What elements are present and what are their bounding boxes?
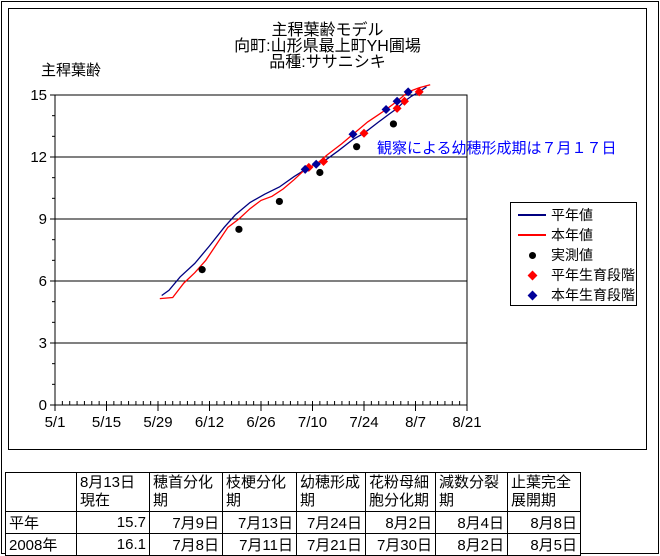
legend-swatch-shape xyxy=(518,214,546,216)
table-header-row: 8月13日 現在 穂首分化 期枝梗分化 期幼穂形成 期花粉母細 胞分化期 減数分裂 … xyxy=(5,472,581,512)
legend-label: 実測値 xyxy=(551,247,593,263)
table-cell: 7月13日 xyxy=(222,511,297,534)
table-cell: 7月30日 xyxy=(365,533,436,556)
legend-diamond-icon xyxy=(517,290,547,300)
measured-point xyxy=(353,143,361,151)
legend-line-swatch xyxy=(517,234,547,236)
x-tick-label: 5/1 xyxy=(45,414,66,431)
this-year-stage-point xyxy=(392,96,402,106)
legend-label: 平年値 xyxy=(551,207,593,223)
leaf-age-chart: 0 3 6 9 12 15 5/1 5/15 5/29 6/12 6/26 7/10 7/24 8/7 8/… xyxy=(8,8,647,450)
table-cell: 8月2日 xyxy=(365,511,436,534)
legend-label: 本年生育段階 xyxy=(551,287,635,303)
legend-item-normal-year-line: 平年値 xyxy=(517,205,634,225)
this-year-stage-point xyxy=(348,129,358,139)
this-year-stage-point xyxy=(403,87,413,97)
chart-plot-area: 0 3 6 9 12 15 5/1 5/15 5/29 6/12 6/26 7/10 7/24 8/7 8/… xyxy=(30,84,482,431)
table-cell: 7月9日 xyxy=(149,511,223,534)
x-tick-label: 8/7 xyxy=(405,414,426,431)
normal-stage-point xyxy=(392,103,402,113)
table-row-label: 2008年 xyxy=(5,533,77,556)
table-row-label: 平年 xyxy=(5,511,77,534)
y-tick-label: 3 xyxy=(39,335,47,352)
table-cell: 8月4日 xyxy=(435,511,508,534)
table-header-cell: 減数分裂 期 xyxy=(435,472,508,512)
x-tick-label: 7/24 xyxy=(349,414,378,431)
this-year-stage-point xyxy=(300,164,310,174)
table-row: 2008年 16.1 7月8日 7月11日 7月21日 7月30日 8月2日 8月5日 xyxy=(5,533,581,556)
y-axis-label: 主稈葉齢 xyxy=(41,62,102,79)
normal-stage-point xyxy=(414,87,424,97)
legend-diamond-icon xyxy=(517,270,547,280)
chart-legend: 平年値本年値実測値平年生育段階 本年生育段階 xyxy=(510,202,637,306)
legend-item-this-year-line: 本年値 xyxy=(517,225,634,245)
this-year-stage-point xyxy=(311,159,321,169)
table-cell: 7月8日 xyxy=(149,533,223,556)
table-cell: 15.7 xyxy=(76,511,150,534)
y-tick-label: 0 xyxy=(39,397,47,414)
table-cell: 8月8日 xyxy=(507,511,581,534)
legend-swatch-shape xyxy=(527,270,537,280)
chart-subtitle-location: 向町:山形県最上町YH圃場 xyxy=(234,38,421,55)
growth-stage-table: 8月13日 現在 穂首分化 期枝梗分化 期幼穂形成 期花粉母細 胞分化期 減数分裂 … xyxy=(5,472,581,556)
table-header-cell: 8月13日 現在 xyxy=(76,472,150,512)
measured-point xyxy=(235,225,243,233)
x-tick-label: 6/12 xyxy=(195,414,224,431)
table-header-cell: 枝梗分化 期 xyxy=(222,472,297,512)
legend-swatch-shape xyxy=(527,290,537,300)
table-cell: 7月24日 xyxy=(296,511,366,534)
chart-title: 主稈葉齢モデル xyxy=(271,22,384,39)
x-tick-label: 7/10 xyxy=(298,414,327,431)
normal-stage-point xyxy=(359,128,369,138)
legend-swatch-shape xyxy=(528,251,536,259)
measured-point xyxy=(389,120,398,128)
observation-annotation: 観察による幼穂形成期は７月１７日 xyxy=(377,140,617,157)
y-tick-label: 6 xyxy=(39,273,47,290)
measured-point xyxy=(198,266,206,274)
x-tick-label: 5/15 xyxy=(92,414,121,431)
legend-dot-icon xyxy=(517,251,547,259)
legend-line-swatch xyxy=(517,214,547,216)
chart-title-block: 主稈葉齢モデル 向町:山形県最上町YH圃場 品種:ササニシキ xyxy=(9,23,646,71)
table-cell: 8月5日 xyxy=(507,533,581,556)
x-tick-label: 6/26 xyxy=(246,414,275,431)
legend-item-this-year-stage: 本年生育段階 xyxy=(517,285,635,305)
measured-point xyxy=(275,197,283,206)
normal-stage-point xyxy=(319,157,329,167)
y-tick-label: 15 xyxy=(30,87,47,104)
legend-label: 平年生育段階 xyxy=(551,267,635,283)
table-header-cell: 穂首分化 期 xyxy=(149,472,223,512)
x-tick-label: 8/21 xyxy=(452,414,481,431)
table-row: 平年 15.7 7月9日 7月13日 7月24日 8月2日 8月4日 8月8日 xyxy=(5,511,581,534)
table-cell: 7月11日 xyxy=(222,533,297,556)
normal-stage-point xyxy=(399,96,409,106)
measured-point xyxy=(316,168,324,177)
this-year-stage-point xyxy=(381,104,391,114)
x-tick-label: 5/29 xyxy=(143,414,172,431)
legend-swatch-shape xyxy=(518,234,546,236)
y-tick-label: 9 xyxy=(39,211,47,228)
table-cell: 8月2日 xyxy=(435,533,508,556)
chart-subtitle-variety: 品種:ササニシキ xyxy=(269,54,386,71)
table-header-cell: 花粉母細 胞分化期 xyxy=(365,472,436,512)
legend-item-normal-stage: 平年生育段階 xyxy=(517,265,635,285)
table-corner-cell xyxy=(5,472,77,512)
table-cell: 7月21日 xyxy=(296,533,366,556)
legend-item-measured: 実測値 xyxy=(517,245,634,265)
table-header-cell: 幼穂形成 期 xyxy=(296,472,366,512)
y-tick-label: 12 xyxy=(30,149,47,166)
table-header-cell: 止葉完全 展開期 xyxy=(507,472,581,512)
legend-label: 本年値 xyxy=(551,227,593,243)
normal-year-line xyxy=(161,86,427,297)
table-cell: 16.1 xyxy=(76,533,150,556)
